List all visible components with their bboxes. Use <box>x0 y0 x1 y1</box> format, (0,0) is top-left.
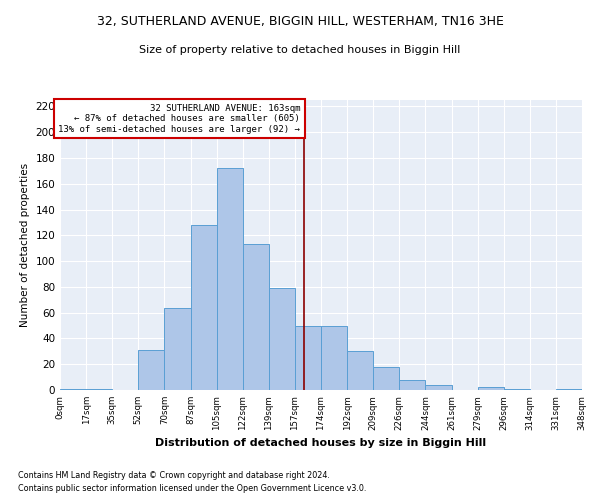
Text: 32 SUTHERLAND AVENUE: 163sqm
← 87% of detached houses are smaller (605)
13% of s: 32 SUTHERLAND AVENUE: 163sqm ← 87% of de… <box>58 104 300 134</box>
Bar <box>269 288 295 390</box>
Bar <box>86 388 112 390</box>
Text: Contains public sector information licensed under the Open Government Licence v3: Contains public sector information licen… <box>18 484 367 493</box>
Bar <box>504 388 530 390</box>
Bar <box>191 225 217 390</box>
Text: Size of property relative to detached houses in Biggin Hill: Size of property relative to detached ho… <box>139 45 461 55</box>
Bar <box>400 380 425 390</box>
Bar <box>295 326 321 390</box>
X-axis label: Distribution of detached houses by size in Biggin Hill: Distribution of detached houses by size … <box>155 438 487 448</box>
Text: Contains HM Land Registry data © Crown copyright and database right 2024.: Contains HM Land Registry data © Crown c… <box>18 470 330 480</box>
Bar <box>373 367 400 390</box>
Bar <box>217 168 243 390</box>
Bar <box>478 388 504 390</box>
Bar <box>60 388 86 390</box>
Bar <box>347 352 373 390</box>
Bar <box>139 350 164 390</box>
Y-axis label: Number of detached properties: Number of detached properties <box>20 163 30 327</box>
Bar <box>425 385 452 390</box>
Bar <box>164 308 191 390</box>
Text: 32, SUTHERLAND AVENUE, BIGGIN HILL, WESTERHAM, TN16 3HE: 32, SUTHERLAND AVENUE, BIGGIN HILL, WEST… <box>97 15 503 28</box>
Bar <box>243 244 269 390</box>
Bar <box>556 388 582 390</box>
Bar <box>321 326 347 390</box>
